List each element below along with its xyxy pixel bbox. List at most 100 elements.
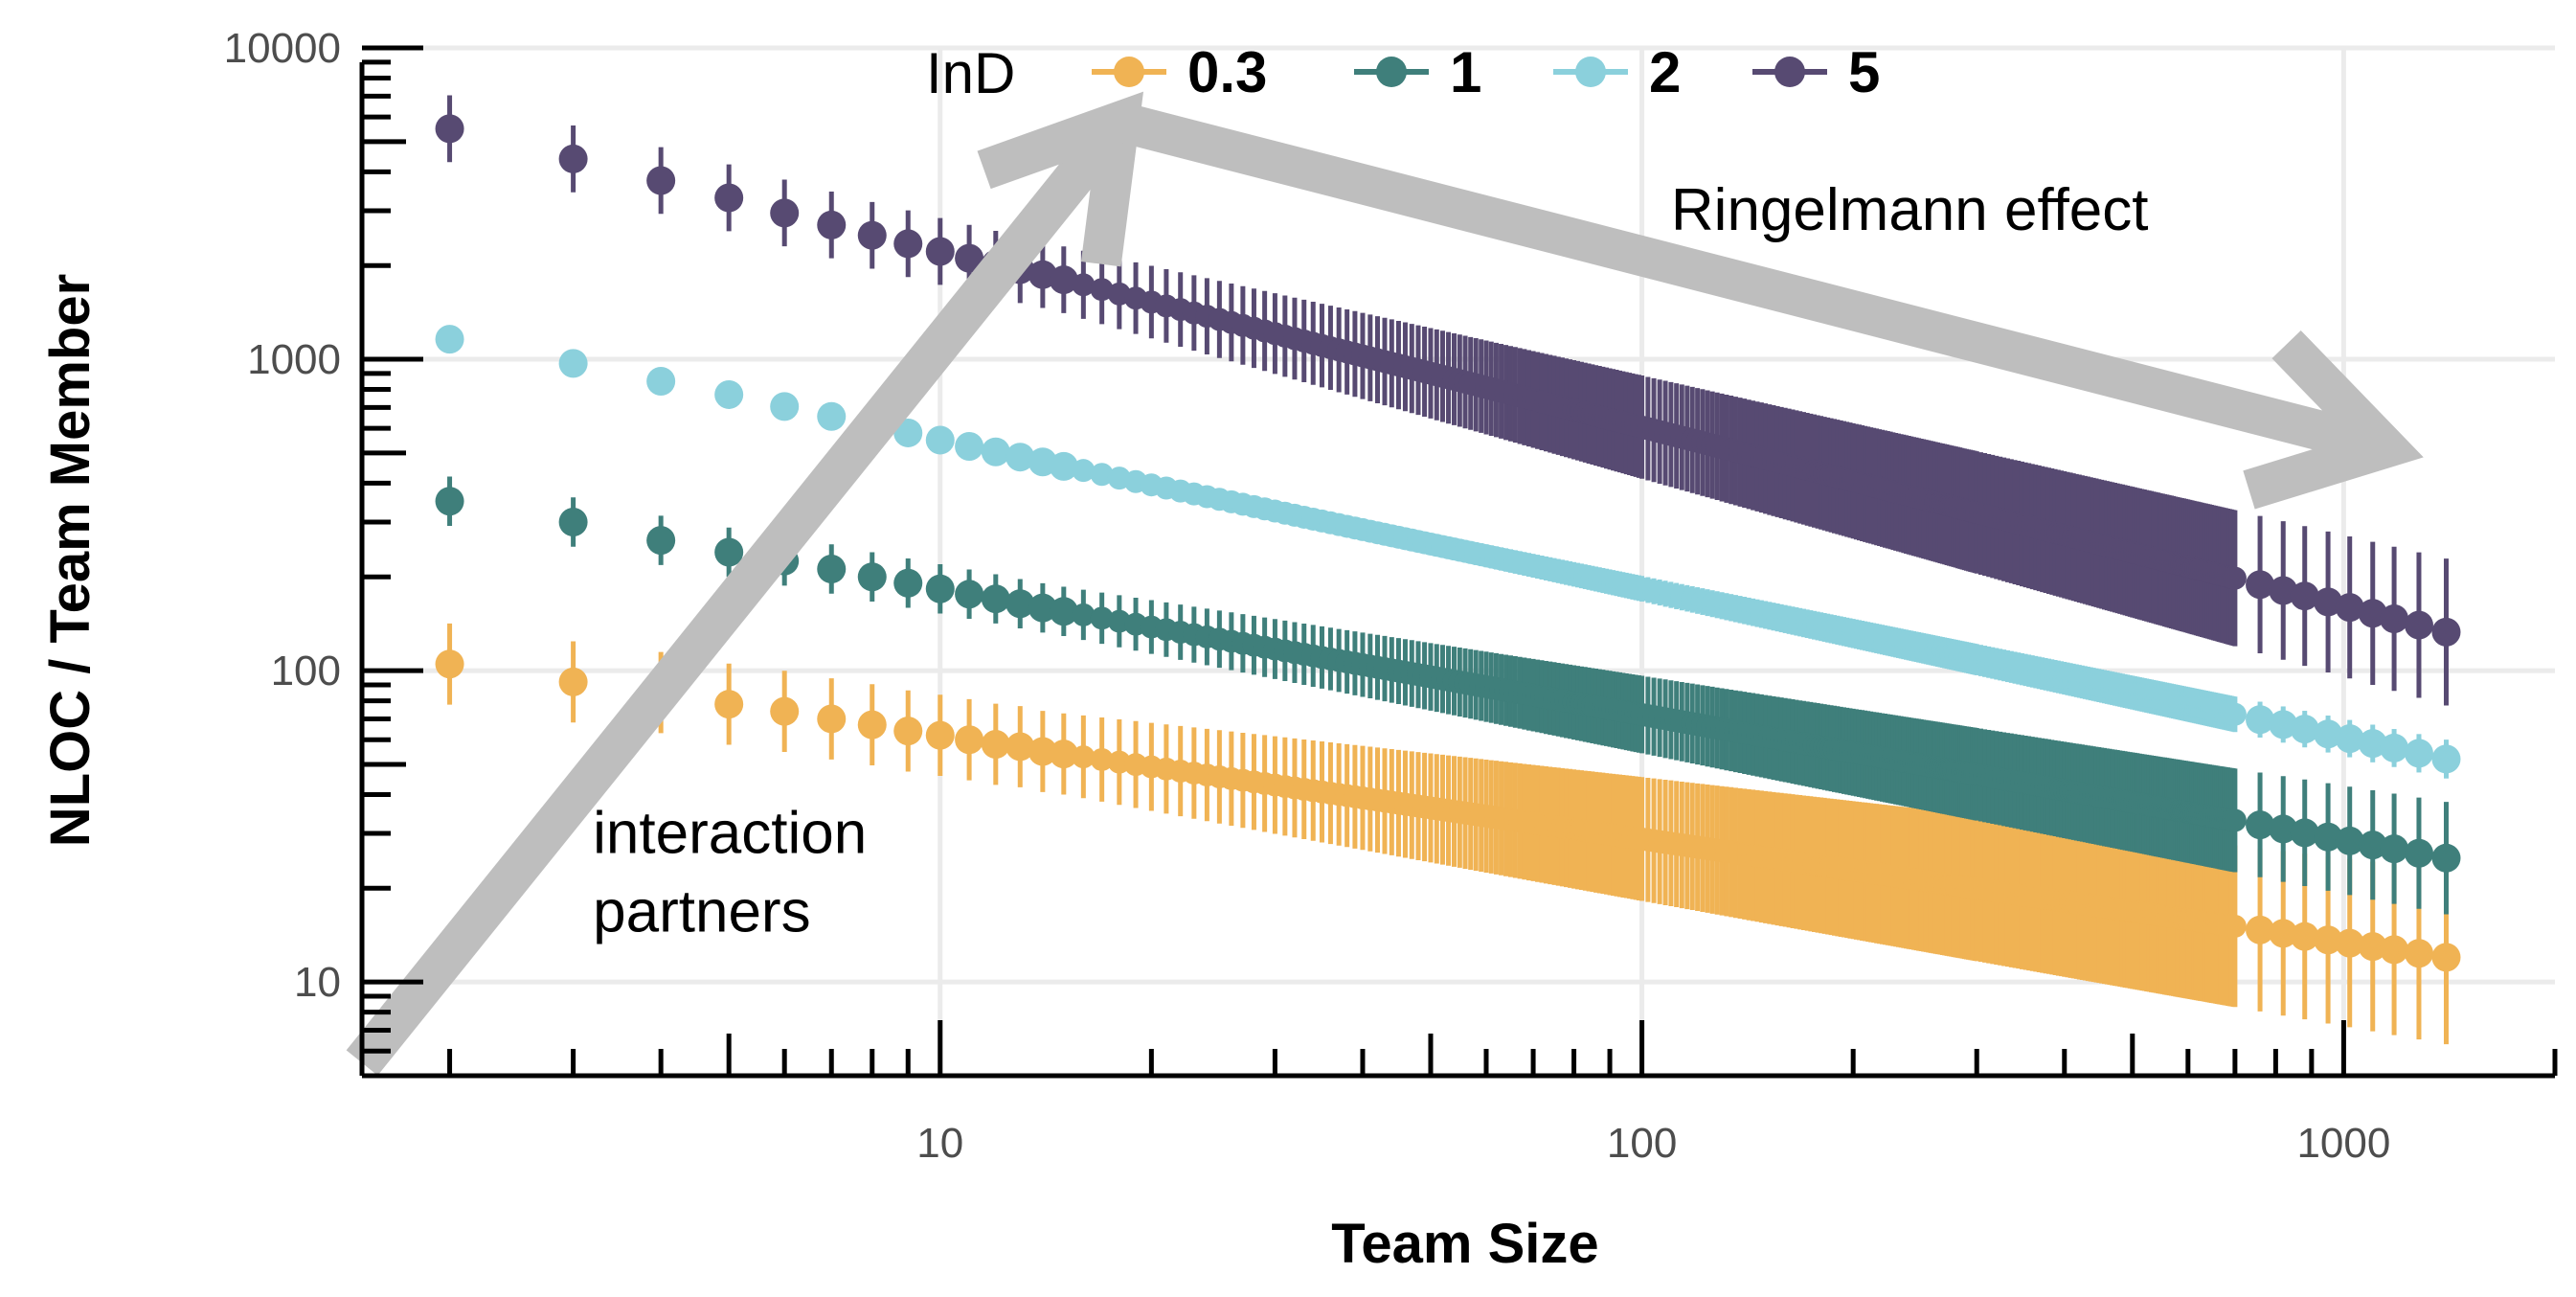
data-point [1006, 589, 1035, 619]
data-point [2246, 915, 2275, 944]
data-point [2246, 570, 2275, 600]
data-point [2431, 943, 2461, 972]
data-point [925, 720, 955, 750]
series-0.3 [435, 623, 2461, 1045]
data-point [817, 210, 847, 239]
data-point [2358, 932, 2387, 962]
data-point [2404, 939, 2433, 968]
data-point [2314, 587, 2343, 617]
annotation-text-2: interaction [593, 800, 867, 866]
arrow-shaft [346, 108, 1136, 1076]
data-point [2431, 617, 2461, 647]
data-point [770, 198, 800, 228]
data-point [2290, 715, 2319, 744]
series-1 [435, 476, 2461, 915]
data-point [1072, 603, 1096, 626]
data-point [435, 114, 464, 144]
y-tick-label: 1000 [247, 336, 341, 383]
data-point [817, 704, 847, 734]
y-tick-label: 100 [271, 648, 341, 694]
annotation-text-3: partners [593, 879, 810, 945]
data-point [1006, 732, 1035, 762]
data-point [1090, 463, 1114, 487]
data-point [955, 432, 984, 462]
legend-item-0.3: 0.3 [1092, 40, 1267, 104]
data-point [435, 487, 464, 516]
data-point [2314, 822, 2343, 852]
annotation-arrows [346, 91, 2424, 1076]
data-point [1049, 597, 1078, 626]
x-tick-label: 10 [916, 1120, 963, 1167]
legend-marker [1114, 57, 1144, 87]
data-point [2380, 834, 2409, 864]
data-point [558, 144, 588, 173]
data-point [646, 366, 676, 396]
data-point [1049, 451, 1078, 481]
data-point [955, 243, 984, 273]
data-point [2335, 724, 2364, 754]
data-point [925, 425, 955, 455]
data-point [1006, 443, 1035, 472]
data-point [646, 526, 676, 556]
data-point [770, 392, 800, 421]
data-point [1072, 273, 1096, 297]
data-point [2223, 808, 2247, 832]
data-point [435, 325, 464, 354]
data-point [714, 690, 744, 719]
axes: 10 100 1000 10 100 1000 10000 [224, 25, 2558, 1167]
data-point [925, 237, 955, 266]
legend-title: InD [926, 41, 1015, 105]
data-point [558, 508, 588, 537]
series-2 [435, 325, 2461, 779]
arrow-2 [1114, 102, 2424, 510]
data-point [1090, 747, 1114, 771]
x-axis-title: Team Size [1331, 1213, 1598, 1275]
data-point [2335, 593, 2364, 623]
data-point [1049, 265, 1078, 295]
data-point [817, 555, 847, 584]
data-point [893, 229, 923, 259]
data-point [925, 574, 955, 603]
data-point [1072, 459, 1096, 483]
data-point [2223, 914, 2247, 938]
data-point [1028, 737, 1057, 766]
data-point [2246, 810, 2275, 840]
data-point [1049, 740, 1078, 769]
data-point [1072, 745, 1096, 769]
data-point [2358, 831, 2387, 860]
legend-marker [1376, 57, 1407, 87]
data-point [2223, 702, 2247, 726]
data-point [435, 649, 464, 679]
data-point [2269, 710, 2298, 740]
data-point [2314, 719, 2343, 749]
data-point [2380, 935, 2409, 965]
legend-item-2: 2 [1553, 40, 1681, 104]
data-point [714, 379, 744, 409]
data-point [1090, 606, 1114, 630]
data-point [955, 725, 984, 755]
data-point [893, 418, 923, 447]
legend: InD 0.3 1 2 5 [926, 40, 1880, 105]
data-point [558, 349, 588, 378]
data-point [714, 537, 744, 567]
arrow-shaft [1114, 102, 2392, 467]
x-tick-label: 100 [1607, 1120, 1677, 1167]
legend-label: 1 [1450, 40, 1481, 104]
data-point [2246, 705, 2275, 735]
data-point [2358, 729, 2387, 759]
x-tick-label: 1000 [2296, 1120, 2390, 1167]
data-point [2404, 739, 2433, 768]
data-point [558, 667, 588, 696]
data-point [2314, 925, 2343, 955]
data-point [2404, 610, 2433, 640]
data-point [2290, 922, 2319, 951]
data-point [981, 437, 1010, 466]
data-point [2269, 576, 2298, 605]
legend-label: 5 [1848, 40, 1880, 104]
data-point [955, 580, 984, 609]
data-point [714, 183, 744, 213]
legend-label: 2 [1649, 40, 1681, 104]
y-tick-label: 10 [294, 959, 341, 1006]
y-tick-label: 10000 [224, 25, 341, 72]
data-point [857, 710, 887, 740]
